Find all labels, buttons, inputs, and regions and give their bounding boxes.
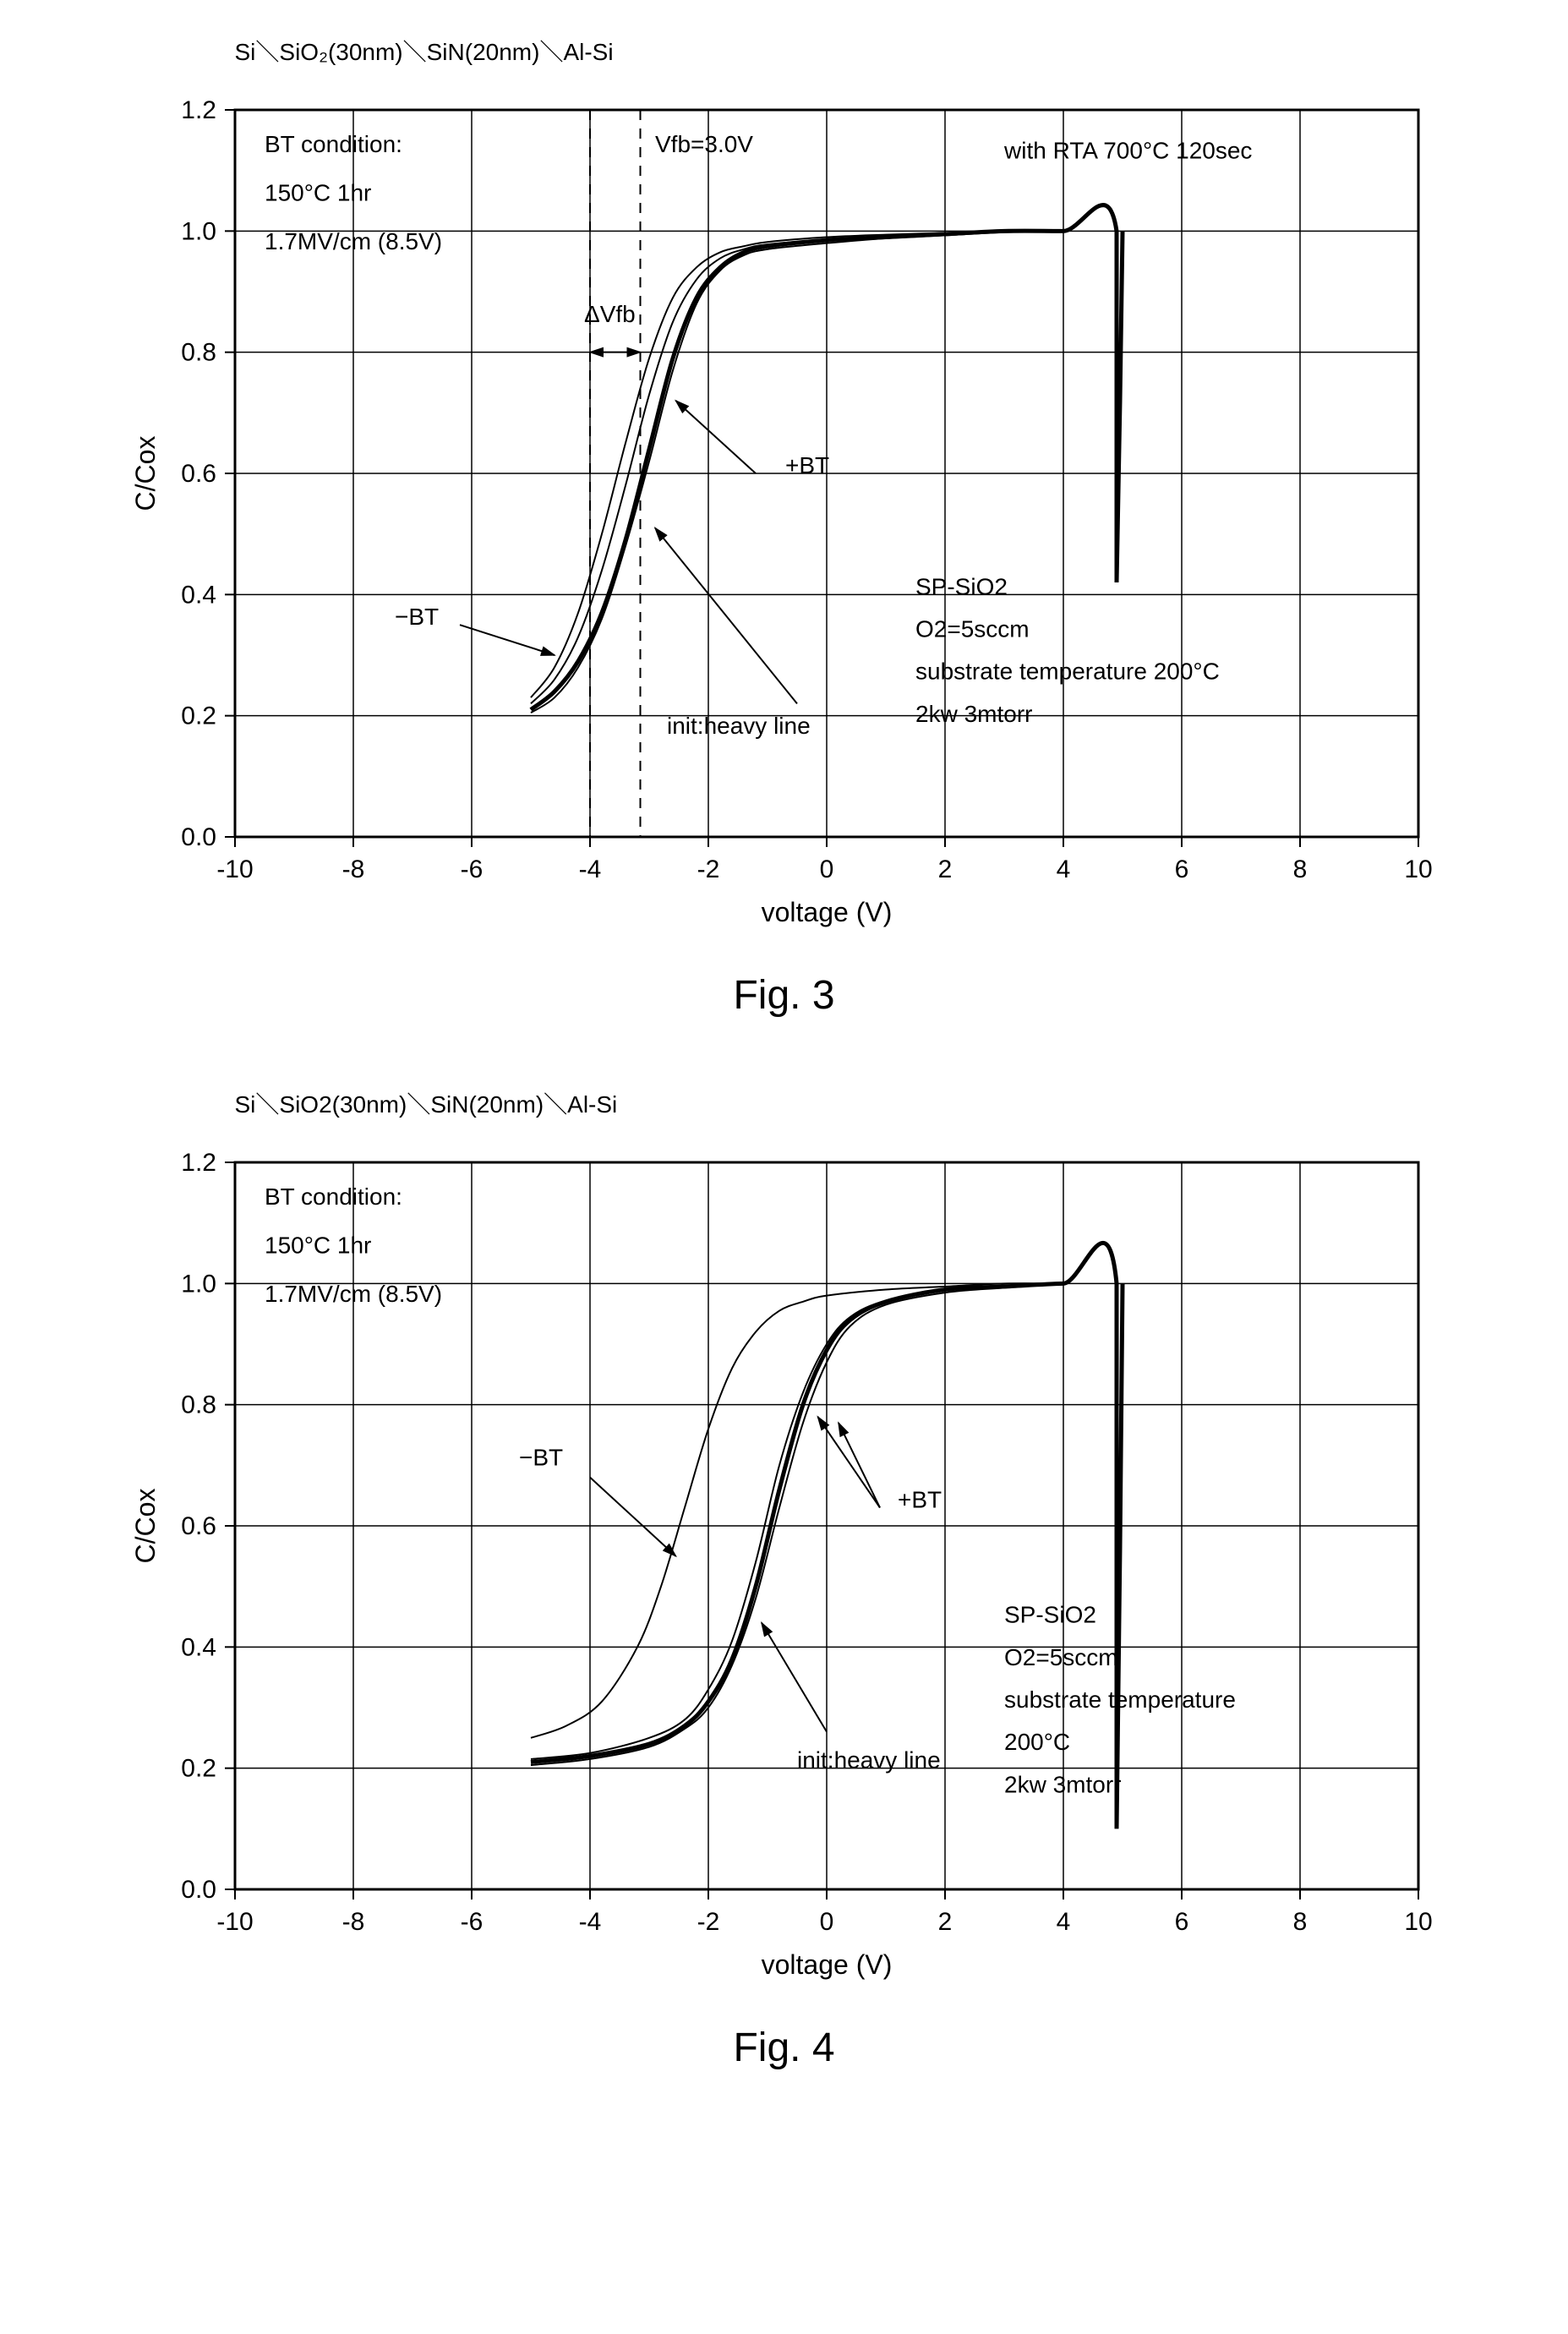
xtick-label: 2: [937, 1908, 952, 1936]
xtick-label: 8: [1292, 1908, 1307, 1936]
ytick-label: 0.4: [181, 581, 216, 609]
xtick-label: 10: [1404, 1908, 1432, 1936]
ytick-label: 1.2: [181, 1149, 216, 1177]
cv-chart: -10 -8 -6 -4 -2 0 2 4 6 8 10 0.0 0.2 0.4 0.6 0.8 1.0 1.2 B…: [117, 1137, 1452, 1999]
annotation-text: −BT: [519, 1444, 563, 1470]
annotation-text: O2=5sccm: [1004, 1644, 1118, 1670]
xtick-label: 0: [819, 855, 833, 883]
ytick-label: 0.2: [181, 702, 216, 730]
figure-caption: Fig. 3: [66, 972, 1503, 1019]
xtick-label: 2: [937, 855, 952, 883]
ytick-label: 0.0: [181, 1876, 216, 1904]
xtick-label: -4: [578, 855, 601, 883]
xtick-label: 10: [1404, 855, 1432, 883]
xtick-label: -10: [216, 855, 253, 883]
figure-fig3: Si＼SiO₂(30nm)＼SiN(20nm)＼Al-Si -10 -8 -6 -4 -2…: [66, 34, 1503, 1019]
xtick-label: 6: [1174, 855, 1188, 883]
xtick-label: -2: [697, 1908, 719, 1936]
annotation-text: SP-SiO2: [915, 573, 1008, 599]
xtick-label: 0: [819, 1908, 833, 1936]
ytick-label: 0.0: [181, 823, 216, 851]
annotation-text: O2=5sccm: [915, 616, 1030, 642]
stack-title: Si＼SiO2(30nm)＼SiN(20nm)＼Al-Si: [235, 1086, 1503, 1120]
xtick-label: 6: [1174, 1908, 1188, 1936]
annotation-text: ΔVfb: [584, 301, 636, 327]
annotation-text: init:heavy line: [797, 1747, 941, 1774]
annotation-text: Vfb=3.0V: [655, 131, 753, 157]
ytick-label: 0.8: [181, 339, 216, 367]
ytick-label: 0.2: [181, 1755, 216, 1783]
annotation-text: BT condition:: [265, 1183, 402, 1210]
x-axis-title: voltage (V): [761, 1949, 892, 1980]
annotation-text: +BT: [898, 1487, 942, 1513]
ytick-label: 0.4: [181, 1633, 216, 1661]
annotation-text: 200°C: [1004, 1729, 1070, 1755]
annotation-text: 150°C 1hr: [265, 180, 371, 206]
stack-title: Si＼SiO₂(30nm)＼SiN(20nm)＼Al-Si: [235, 34, 1503, 68]
ytick-label: 1.0: [181, 1270, 216, 1298]
annotation-text: with RTA 700°C 120sec: [1003, 137, 1252, 163]
chart-wrapper: -10 -8 -6 -4 -2 0 2 4 6 8 10 0.0 0.2 0.4 0.6 0.8 1.0 1.2 B…: [66, 1137, 1503, 1999]
y-axis-title: C/Cox: [130, 1489, 161, 1564]
annotation-text: 1.7MV/cm (8.5V): [265, 1281, 442, 1307]
ytick-label: 1.0: [181, 217, 216, 245]
xtick-label: -8: [341, 1908, 364, 1936]
chart-wrapper: -10 -8 -6 -4 -2 0 2 4 6 8 10 0.0 0.2 0.4 0.6 0.8 1.0 1.2 B…: [66, 85, 1503, 947]
annotation-text: −BT: [395, 604, 439, 630]
xtick-label: -6: [460, 855, 483, 883]
xtick-label: -4: [578, 1908, 601, 1936]
xtick-label: -8: [341, 855, 364, 883]
annotation-text: init:heavy line: [667, 713, 811, 739]
annotation-text: 1.7MV/cm (8.5V): [265, 228, 442, 254]
xtick-label: 8: [1292, 855, 1307, 883]
annotation-text: +BT: [785, 452, 829, 478]
annotation-text: 2kw 3mtorr: [915, 701, 1032, 727]
annotation-text: substrate temperature 200°C: [915, 659, 1220, 685]
xtick-label: -10: [216, 1908, 253, 1936]
ytick-label: 0.6: [181, 1512, 216, 1540]
annotation-text: BT condition:: [265, 131, 402, 157]
cv-chart: -10 -8 -6 -4 -2 0 2 4 6 8 10 0.0 0.2 0.4 0.6 0.8 1.0 1.2 B…: [117, 85, 1452, 947]
xtick-label: -6: [460, 1908, 483, 1936]
ytick-label: 1.2: [181, 96, 216, 124]
annotation-text: SP-SiO2: [1004, 1602, 1096, 1628]
figure-caption: Fig. 4: [66, 2025, 1503, 2071]
ytick-label: 0.8: [181, 1391, 216, 1419]
xtick-label: 4: [1056, 1908, 1070, 1936]
annotation-text: substrate temperature: [1004, 1686, 1236, 1713]
figure-fig4: Si＼SiO2(30nm)＼SiN(20nm)＼Al-Si -10 -8 -6 -4 -2…: [66, 1086, 1503, 2071]
x-axis-title: voltage (V): [761, 897, 892, 927]
annotation-text: 150°C 1hr: [265, 1233, 371, 1259]
xtick-label: -2: [697, 855, 719, 883]
xtick-label: 4: [1056, 855, 1070, 883]
annotation-text: 2kw 3mtorr: [1004, 1771, 1121, 1797]
ytick-label: 0.6: [181, 460, 216, 488]
y-axis-title: C/Cox: [130, 436, 161, 511]
